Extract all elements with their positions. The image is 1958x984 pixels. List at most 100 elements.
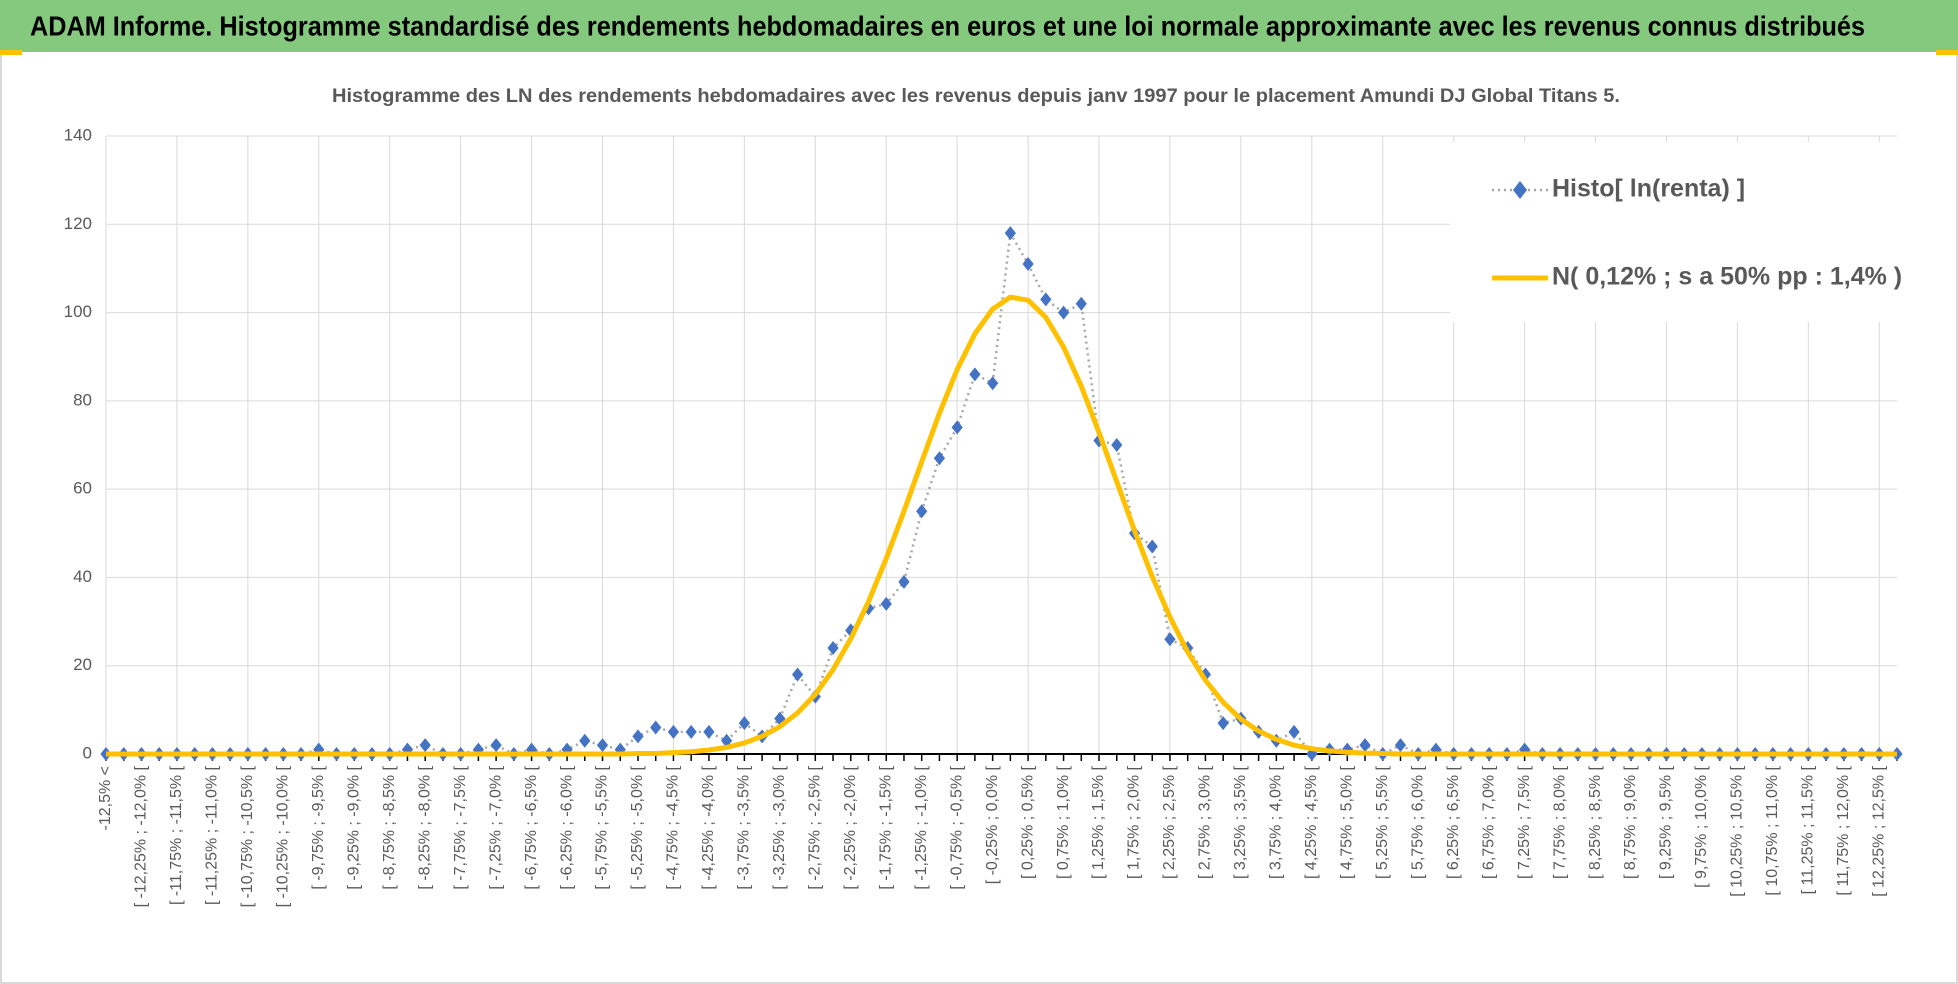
x-tick-label: [ 6,75% ; 7,0% [ bbox=[1480, 765, 1497, 879]
data-point bbox=[579, 733, 591, 748]
data-point bbox=[1394, 738, 1407, 753]
x-tick-label: [ 2,25% ; 2,5% [ bbox=[1161, 765, 1178, 879]
x-tick-label: [ 7,75% ; 8,0% [ bbox=[1551, 765, 1568, 879]
x-tick-label: [ 8,25% ; 8,5% [ bbox=[1587, 765, 1604, 879]
x-tick-label: [ -3,75% ; -3,5% [ bbox=[736, 765, 753, 889]
x-tick-label: [ -0,25% ; 0,0% [ bbox=[984, 765, 1001, 884]
data-point bbox=[1146, 539, 1158, 554]
y-tick-label: 140 bbox=[64, 125, 92, 144]
x-tick-label: [ 0,25% ; 0,5% [ bbox=[1019, 765, 1036, 879]
x-tick-label: [ 9,75% ; 10,0% [ bbox=[1693, 765, 1710, 887]
x-tick-label: [ -11,75% ; -11,5% [ bbox=[168, 765, 185, 905]
x-tick-label: -12,5% < bbox=[97, 766, 114, 830]
x-tick-label: [ -10,25% ; -10,0% [ bbox=[275, 765, 292, 907]
x-tick-label: [ 0,75% ; 1,0% [ bbox=[1055, 765, 1072, 879]
x-tick-label: [ -1,25% ; -1,0% [ bbox=[913, 765, 930, 889]
data-point bbox=[1004, 226, 1016, 241]
legend-label: Histo[ ln(renta) ] bbox=[1552, 175, 1745, 203]
x-tick-label: [ -5,75% ; -5,5% [ bbox=[594, 765, 611, 889]
data-point bbox=[933, 451, 946, 466]
x-tick-label: [ 10,25% ; 10,5% [ bbox=[1729, 765, 1746, 896]
x-tick-label: [ -7,25% ; -7,0% [ bbox=[487, 765, 504, 889]
grid bbox=[105, 135, 1897, 755]
data-point bbox=[987, 376, 999, 391]
x-tick-label: [ 9,25% ; 9,5% [ bbox=[1658, 765, 1675, 879]
y-tick-label: 0 bbox=[83, 743, 92, 762]
x-tick-label: [ 5,75% ; 6,0% [ bbox=[1409, 765, 1426, 879]
chart-title: Histogramme des LN des rendements hebdom… bbox=[332, 86, 1620, 107]
x-tick-label: [ 10,75% ; 11,0% [ bbox=[1764, 765, 1781, 895]
data-point bbox=[1306, 747, 1318, 761]
x-tick-label: [ -8,25% ; -8,0% [ bbox=[416, 765, 433, 889]
data-point bbox=[667, 724, 680, 739]
x-tick-label: [ 7,25% ; 7,5% [ bbox=[1516, 765, 1533, 879]
x-tick-label: [ -6,25% ; -6,0% [ bbox=[558, 765, 575, 889]
x-tick-label: [ -5,25% ; -5,0% [ bbox=[629, 765, 646, 889]
x-tick-label: [ 2,75% ; 3,0% [ bbox=[1197, 765, 1214, 879]
x-tick-label: [ -12,25% ; -12,0% [ bbox=[133, 765, 150, 907]
y-tick-label: 120 bbox=[64, 214, 92, 233]
data-point bbox=[703, 724, 715, 739]
x-tick-label: [ -11,25% ; -11,0% [ bbox=[204, 765, 221, 905]
x-tick-label: [ 1,75% ; 2,0% [ bbox=[1126, 765, 1143, 879]
x-tick-label: [ -10,75% ; -10,5% [ bbox=[239, 765, 256, 907]
x-tick-label: [ -0,75% ; -0,5% [ bbox=[948, 765, 965, 889]
data-point bbox=[1057, 305, 1070, 320]
legend-label: N( 0,12% ; s a 50% pp : 1,4% ) bbox=[1552, 263, 1902, 291]
legend-box bbox=[1450, 142, 1899, 322]
data-point bbox=[738, 716, 750, 731]
x-tick-label: [ 5,25% ; 5,5% [ bbox=[1374, 765, 1391, 879]
x-tick-label: [ -2,75% ; -2,5% [ bbox=[807, 765, 824, 889]
x-tick-label: [ 11,75% ; 12,0% [ bbox=[1835, 765, 1852, 895]
data-point bbox=[490, 738, 502, 753]
data-point bbox=[1217, 716, 1229, 731]
x-tick-label: [ 3,75% ; 4,0% [ bbox=[1268, 765, 1285, 879]
x-tick-label: [ 12,25% ; 12,5% [ bbox=[1870, 765, 1887, 896]
data-point bbox=[419, 738, 431, 753]
x-tick-label: [ -8,75% ; -8,5% [ bbox=[381, 765, 398, 889]
series-line bbox=[106, 294, 1897, 757]
x-tick-label: [ -7,75% ; -7,5% [ bbox=[452, 765, 469, 889]
header-title: ADAM Informe. Histogramme standardisé de… bbox=[30, 10, 1865, 41]
y-tick-label: 40 bbox=[73, 567, 92, 586]
y-tick-label: 20 bbox=[73, 655, 92, 674]
data-point bbox=[596, 738, 609, 753]
data-point bbox=[650, 720, 662, 735]
y-tick-label: 80 bbox=[73, 390, 92, 409]
data-point bbox=[1111, 438, 1123, 452]
x-tick-label: [ -6,75% ; -6,5% [ bbox=[523, 765, 540, 889]
data-point bbox=[1164, 632, 1176, 647]
x-tick-label: [ -4,25% ; -4,0% [ bbox=[700, 765, 717, 889]
data-point bbox=[313, 742, 325, 757]
legend-marker bbox=[1513, 181, 1527, 199]
x-tick-label: [ 4,25% ; 4,5% [ bbox=[1303, 765, 1320, 879]
data-point bbox=[916, 504, 928, 519]
x-tick-label: [ -9,75% ; -9,5% [ bbox=[310, 765, 327, 889]
x-tick-label: [ 6,25% ; 6,5% [ bbox=[1445, 765, 1462, 879]
data-point bbox=[1288, 724, 1300, 739]
x-tick-label: [ 1,25% ; 1,5% [ bbox=[1090, 765, 1107, 879]
corner bbox=[1936, 50, 1958, 55]
y-tick-label: 100 bbox=[64, 302, 92, 321]
data-point bbox=[791, 667, 804, 682]
data-point bbox=[880, 596, 892, 611]
data-point bbox=[951, 420, 963, 435]
x-tick-label: [ -3,25% ; -3,0% [ bbox=[771, 765, 788, 889]
data-point bbox=[685, 724, 697, 739]
data-point bbox=[1022, 257, 1034, 272]
x-tick-label: [ -9,25% ; -9,0% [ bbox=[345, 765, 362, 889]
data-point bbox=[898, 574, 910, 589]
data-point bbox=[1341, 742, 1353, 757]
data-point bbox=[472, 742, 484, 757]
corner bbox=[0, 50, 22, 55]
data-point bbox=[1040, 292, 1052, 307]
data-point bbox=[1075, 296, 1087, 311]
data-point bbox=[1359, 738, 1371, 753]
x-tick-label: [ 4,75% ; 5,0% [ bbox=[1339, 765, 1356, 879]
x-tick-label: [ -2,25% ; -2,0% [ bbox=[842, 765, 859, 889]
x-tick-label: [ -1,75% ; -1,5% [ bbox=[877, 765, 894, 889]
header-bar bbox=[0, 0, 1958, 52]
data-point bbox=[632, 729, 644, 744]
